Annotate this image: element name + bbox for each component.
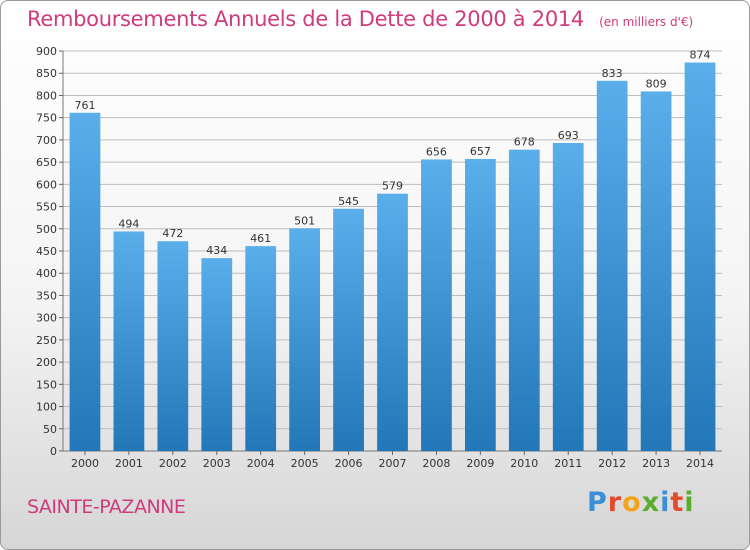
bar-value-label: 461	[250, 232, 271, 245]
chart-header: Remboursements Annuels de la Dette de 20…	[27, 7, 693, 31]
y-tick-label: 450	[36, 245, 57, 258]
y-tick-label: 100	[36, 401, 57, 414]
x-tick-label: 2009	[466, 457, 494, 470]
x-tick-label: 2014	[686, 457, 714, 470]
y-tick-labels: 0 50 100 150 200 250 300 350 400 450 500 550 600 650 7…	[36, 45, 63, 458]
bar	[421, 159, 452, 451]
bar-value-label: 472	[162, 227, 183, 240]
x-tick-label: 2010	[510, 457, 538, 470]
y-tick-label: 400	[36, 267, 57, 280]
bar-value-label: 678	[514, 136, 535, 149]
bars	[69, 62, 716, 452]
logo-letter: t	[670, 487, 685, 518]
bar-value-label: 434	[206, 244, 227, 257]
bar	[596, 80, 628, 452]
data-labels: 761 494 472 434 461 501 545 579 656 657 678 693 833 8…	[74, 49, 710, 258]
y-tick-label: 850	[36, 67, 57, 80]
y-tick-label: 550	[36, 201, 57, 214]
bar	[684, 62, 716, 452]
bar	[289, 228, 321, 451]
y-tick-label: 650	[36, 156, 57, 169]
x-tick-label: 2001	[115, 457, 143, 470]
bar-value-label: 693	[558, 129, 579, 142]
bar	[640, 91, 672, 451]
x-tick-label: 2007	[379, 457, 407, 470]
logo-letter: o	[622, 487, 642, 518]
logo-letter: P	[587, 487, 608, 518]
logo-letter: x	[641, 487, 661, 518]
proxiti-logo: Proxiti	[587, 487, 695, 518]
x-tick-label: 2002	[159, 457, 187, 470]
chart-title: Remboursements Annuels de la Dette de 20…	[27, 7, 584, 31]
x-tick-label: 2005	[291, 457, 319, 470]
x-tick-labels: 2000 2001 2002 2003 2004 2005 2006 2007 2008 2009…	[71, 451, 714, 470]
bar-value-label: 657	[470, 145, 491, 158]
bar	[69, 112, 101, 452]
bar	[113, 231, 145, 451]
x-tick-label: 2012	[598, 457, 626, 470]
bar	[201, 258, 233, 451]
bar	[245, 246, 277, 451]
commune-name: SAINTE-PAZANNE	[27, 496, 186, 518]
bar-value-label: 809	[646, 77, 667, 90]
y-tick-label: 200	[36, 356, 57, 369]
y-tick-label: 150	[36, 378, 57, 391]
x-tick-label: 2008	[422, 457, 450, 470]
y-tick-label: 750	[36, 112, 57, 125]
logo-letter: i	[684, 487, 695, 518]
y-tick-label: 50	[43, 423, 57, 436]
x-tick-label: 2000	[71, 457, 99, 470]
y-tick-label: 350	[36, 289, 57, 302]
y-tick-label: 600	[36, 178, 57, 191]
bar-value-label: 656	[426, 145, 447, 158]
y-tick-label: 900	[36, 45, 57, 58]
bar	[377, 193, 408, 451]
bar-value-label: 833	[602, 67, 623, 80]
bar	[333, 208, 364, 451]
y-tick-label: 800	[36, 89, 57, 102]
y-tick-label: 300	[36, 312, 57, 325]
x-tick-label: 2013	[642, 457, 670, 470]
y-tick-label: 250	[36, 334, 57, 347]
bar-value-label: 579	[382, 180, 403, 193]
x-tick-label: 2011	[554, 457, 582, 470]
logo-letter: i	[660, 487, 671, 518]
bar-value-label: 545	[338, 195, 359, 208]
bar-value-label: 761	[74, 99, 95, 112]
bar-value-label: 494	[118, 217, 139, 230]
x-tick-label: 2004	[247, 457, 275, 470]
bar	[464, 159, 496, 451]
bar	[157, 241, 189, 451]
y-tick-label: 700	[36, 134, 57, 147]
y-tick-label: 500	[36, 223, 57, 236]
logo-letter: r	[607, 487, 623, 518]
bar	[552, 143, 584, 451]
chart-subtitle: (en milliers d'€)	[599, 15, 694, 29]
x-tick-label: 2006	[335, 457, 363, 470]
bar	[508, 149, 540, 451]
y-tick-label: 0	[50, 445, 57, 458]
x-tick-label: 2003	[203, 457, 231, 470]
bar-value-label: 874	[690, 49, 711, 62]
bar-value-label: 501	[294, 214, 315, 227]
